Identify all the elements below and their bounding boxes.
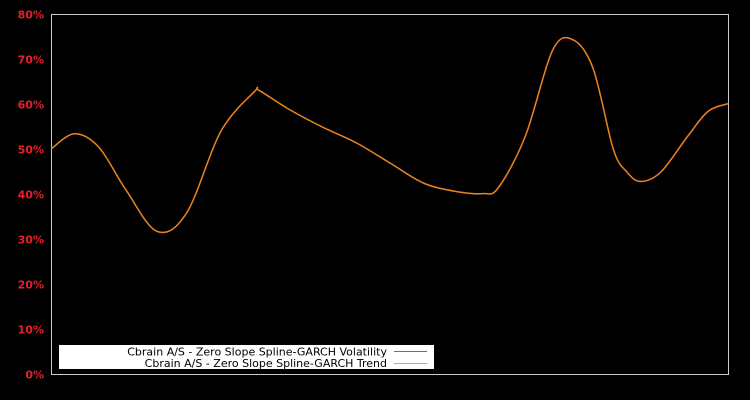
y-tick-label: 30% (18, 234, 44, 247)
volatility-line (51, 36, 729, 233)
trend-line (51, 36, 729, 234)
y-tick-label: 60% (18, 99, 44, 112)
legend-label-volatility: Cbrain A/S - Zero Slope Spline-GARCH Vol… (127, 346, 387, 359)
legend: Cbrain A/S - Zero Slope Spline-GARCH Vol… (59, 345, 434, 370)
y-tick-label: 70% (18, 54, 44, 67)
y-tick-label: 0% (25, 369, 44, 382)
y-tick-label: 50% (18, 144, 44, 157)
y-tick-label: 10% (18, 324, 44, 337)
legend-label-trend: Cbrain A/S - Zero Slope Spline-GARCH Tre… (145, 357, 387, 370)
plot-area-frame (51, 14, 729, 375)
y-tick-label: 40% (18, 189, 44, 202)
y-tick-label: 20% (18, 279, 44, 292)
y-tick-label: 80% (18, 9, 44, 22)
y-axis-ticks: 0% 10% 20% 30% 40% 50% 60% 70% 80% (18, 9, 44, 382)
legend-box (59, 345, 434, 369)
